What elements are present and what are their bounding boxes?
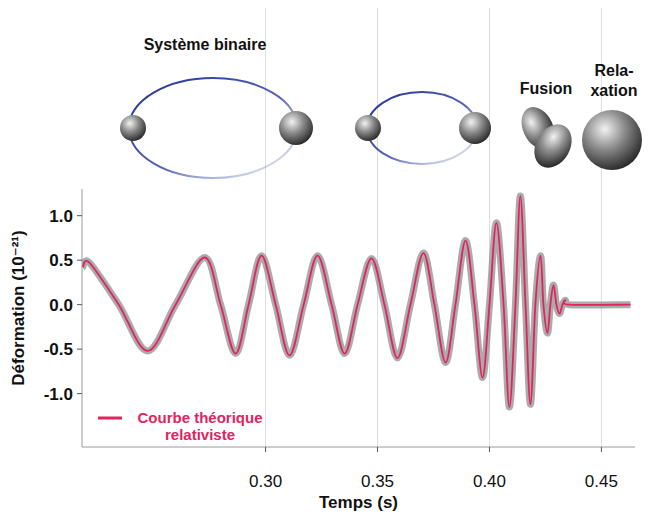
grid-line <box>377 8 378 447</box>
y-tick <box>77 215 82 216</box>
x-tick <box>265 447 266 452</box>
legend: Courbe théoriquerelativiste <box>98 409 263 443</box>
x-tick <box>377 447 378 452</box>
orbit <box>129 78 297 178</box>
legend-swatch <box>98 417 122 420</box>
x-tick-label: 0.30 <box>249 472 282 491</box>
merger-blob <box>527 118 579 175</box>
x-axis-title: Temps (s) <box>319 493 398 512</box>
black-hole <box>120 115 146 141</box>
y-axis-title: Déformation (10⁻²¹) <box>9 230 28 385</box>
final-black-hole <box>582 110 642 170</box>
legend-line: Courbe théorique <box>137 409 262 426</box>
x-tick-label: 0.40 <box>473 472 506 491</box>
y-tick <box>77 260 82 261</box>
annotation: Rela-xation <box>590 62 637 99</box>
axes: 1.0 0.5 0.0 -0.5 -1.0 0.30 0.35 0.40 0.45 Temps (… <box>9 189 635 512</box>
legend-line: relativiste <box>165 426 235 443</box>
x-axis-line <box>82 447 635 448</box>
y-tick-label: 0.5 <box>49 251 73 270</box>
annotation: Système binaire <box>144 36 267 53</box>
x-tick <box>489 447 490 452</box>
grid-line <box>489 8 490 447</box>
black-hole <box>459 112 491 144</box>
y-axis-line <box>82 189 83 447</box>
annotation-line: xation <box>590 82 637 99</box>
grid <box>266 8 602 447</box>
black-hole <box>279 111 313 145</box>
annotation-line: Fusion <box>520 80 572 97</box>
annotation: Fusion <box>520 80 572 97</box>
observed-band <box>83 196 631 407</box>
black-hole <box>355 115 381 141</box>
y-tick <box>77 393 82 394</box>
y-tick-label: 1.0 <box>49 207 73 226</box>
y-tick-label: 0.0 <box>49 296 73 315</box>
plot-data <box>83 196 631 407</box>
theory-line <box>83 196 631 407</box>
legend-label: Courbe théoriquerelativiste <box>137 409 262 443</box>
annotation-line: Rela- <box>594 62 633 79</box>
x-tick-label: 0.45 <box>585 472 618 491</box>
x-tick-label: 0.35 <box>361 472 394 491</box>
y-tick <box>77 349 82 350</box>
y-tick <box>77 304 82 305</box>
y-tick-label: -0.5 <box>44 340 73 359</box>
x-tick <box>601 447 602 452</box>
chart: Système binaire Fusion Rela-xation 1.0 0.5 0.… <box>0 0 652 520</box>
y-tick-label: -1.0 <box>44 385 73 404</box>
illustration <box>120 78 642 178</box>
grid-line <box>265 8 266 447</box>
annotation-line: Système binaire <box>144 36 267 53</box>
